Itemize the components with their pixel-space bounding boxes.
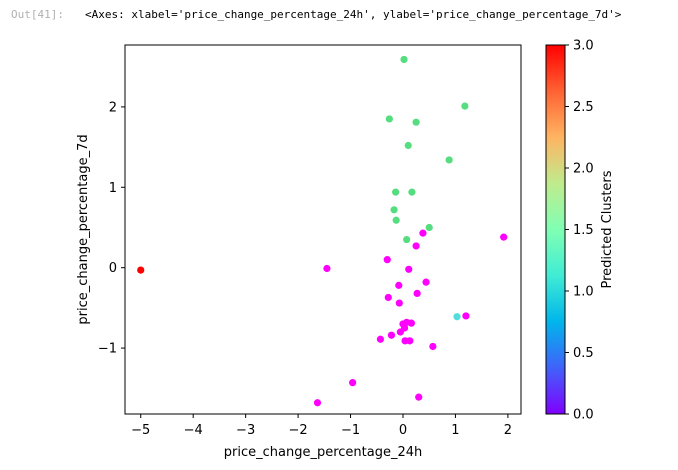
colorbar-tick-label: 1.0 bbox=[573, 285, 594, 300]
x-tick-label: 0 bbox=[399, 423, 407, 438]
colorbar-label: Predicted Clusters bbox=[600, 170, 615, 288]
x-axis-label: price_change_percentage_24h bbox=[224, 445, 423, 460]
x-tick-label: −5 bbox=[131, 423, 150, 438]
scatter-point-36 bbox=[349, 379, 357, 387]
x-tick-label: −4 bbox=[184, 423, 203, 438]
colorbar-ticks: 0.0 0.5 1.0 1.5 2.0 2.5 3.0 bbox=[565, 39, 594, 423]
scatter-point-2 bbox=[400, 55, 408, 64]
colorbar-tick-label: 2.0 bbox=[573, 162, 594, 177]
scatter-point-4 bbox=[385, 115, 393, 123]
scatter-point-17 bbox=[383, 256, 391, 264]
scatter-point-1 bbox=[453, 313, 461, 321]
scatter-point-35 bbox=[429, 342, 437, 351]
y-tick-label: 2 bbox=[109, 100, 117, 115]
scatter-point-3 bbox=[461, 102, 469, 110]
scatter-point-20 bbox=[422, 278, 430, 286]
scatter-point-10 bbox=[390, 206, 398, 214]
scatter-point-19 bbox=[405, 265, 413, 273]
y-tick-label: 1 bbox=[109, 181, 117, 196]
scatter-point-34 bbox=[406, 337, 414, 345]
y-axis-label: price_change_percentage_7d bbox=[76, 134, 91, 324]
x-axis-ticks: −5 −4 −3 −2 −1 0 1 2 bbox=[131, 414, 512, 438]
x-tick-label: −2 bbox=[289, 423, 308, 438]
plot-frame bbox=[124, 44, 522, 415]
scatter-point-13 bbox=[403, 235, 411, 244]
colorbar-tick-label: 0.5 bbox=[573, 346, 594, 361]
colorbar-tick-label: 1.5 bbox=[573, 223, 594, 238]
scatter-point-11 bbox=[392, 216, 400, 224]
colorbar-tick-label: 0.0 bbox=[573, 408, 594, 423]
output-prompt: Out[41]: bbox=[11, 8, 64, 21]
y-axis-ticks: −1 0 1 2 bbox=[98, 100, 125, 357]
scatter-point-30 bbox=[396, 328, 404, 336]
scatter-point-0 bbox=[137, 266, 145, 274]
colorbar-tick-label: 3.0 bbox=[573, 39, 594, 54]
scatter-point-22 bbox=[413, 289, 421, 298]
scatter-point-16 bbox=[412, 242, 420, 250]
scatter-point-25 bbox=[462, 312, 470, 320]
scatter-point-15 bbox=[419, 229, 427, 237]
scatter-point-6 bbox=[404, 141, 412, 150]
scatter-point-24 bbox=[395, 299, 403, 307]
scatter-point-37 bbox=[415, 393, 423, 401]
scatter-point-21 bbox=[395, 281, 403, 289]
scatter-point-7 bbox=[445, 156, 453, 164]
x-tick-label: 2 bbox=[504, 423, 512, 438]
scatter-point-31 bbox=[387, 331, 396, 339]
scatter-point-5 bbox=[412, 118, 420, 126]
scatter-point-9 bbox=[408, 188, 416, 196]
scatter-point-38 bbox=[313, 399, 322, 407]
output-cell-header: Out[41]: <Axes: xlabel='price_change_per… bbox=[0, 0, 678, 30]
colorbar bbox=[545, 44, 566, 415]
scatter-points bbox=[137, 55, 508, 407]
scatter-point-14 bbox=[500, 233, 508, 241]
scatter-point-8 bbox=[392, 188, 400, 196]
y-tick-label: 0 bbox=[109, 261, 117, 276]
scatter-point-18 bbox=[323, 264, 331, 273]
output-repr-text: <Axes: xlabel='price_change_percentage_2… bbox=[85, 8, 622, 21]
y-tick-label: −1 bbox=[98, 342, 117, 357]
scatter-point-28 bbox=[407, 319, 415, 327]
colorbar-tick-label: 2.5 bbox=[573, 100, 594, 115]
x-tick-label: 1 bbox=[451, 423, 459, 438]
scatter-point-23 bbox=[384, 293, 392, 302]
x-tick-label: −3 bbox=[236, 423, 255, 438]
scatter-point-12 bbox=[425, 223, 433, 232]
x-tick-label: −1 bbox=[341, 423, 360, 438]
scatter-point-32 bbox=[376, 335, 385, 343]
